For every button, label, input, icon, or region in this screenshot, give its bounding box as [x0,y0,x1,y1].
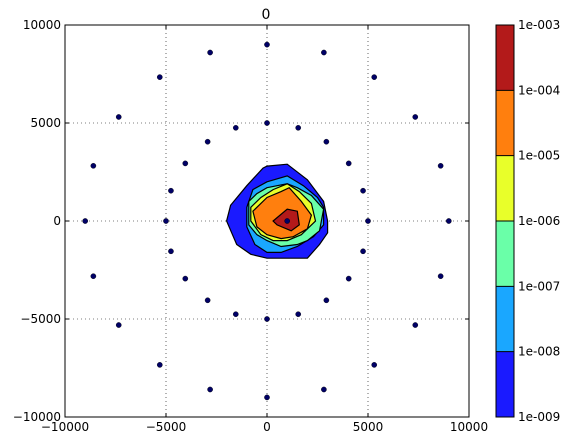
axis-ticks: −10000 −5000 0 5000 10000 −10000 −5000 0 5000 100… [13,18,488,434]
x-tick-label: −5000 [146,420,187,434]
scatter-point [371,362,378,368]
scatter-point [168,187,174,194]
x-tick-label: −10000 [41,420,89,434]
colorbar-tick-label: 1e-007 [518,279,560,293]
colorbar-band [496,25,514,91]
x-tick-label: 10000 [450,420,488,434]
scatter-point [360,248,366,255]
scatter-point [168,248,174,255]
contour-fills [225,163,329,259]
scatter-point [345,275,352,282]
scatter-point [90,163,97,169]
scatter-point [115,114,122,120]
colorbar-tick-label: 1e-003 [518,18,560,32]
colorbar-band [496,90,514,156]
scatter-point [437,163,444,169]
colorbar: 1e-009 1e-008 1e-007 1e-006 1e-005 1e-004 1e-0… [495,18,560,424]
scatter-point [321,386,327,393]
colorbar-band [496,351,514,417]
scatter-point [264,120,270,126]
colorbar-tick-label: 1e-004 [518,83,560,97]
colorbar-band [496,155,514,221]
x-tick-label: 5000 [353,420,384,434]
scatter-point [264,316,270,322]
scatter-point [323,138,330,145]
colorbar-band [496,286,514,352]
scatter-point [204,138,211,145]
scatter-point [360,187,366,194]
scatter-point [295,311,302,317]
scatter-point [204,297,211,304]
x-tick-label: 0 [263,420,271,434]
scatter-point [156,74,163,80]
scatter-point [437,273,444,279]
plot-area: −10000 −5000 0 5000 10000 −10000 −5000 0 5000 100… [13,18,488,434]
colorbar-tick-label: 1e-005 [518,149,560,163]
scatter-point [182,275,189,282]
scatter-point [163,218,169,224]
scatter-points [82,41,452,401]
scatter-point [365,218,371,224]
chart-title: 0 [262,7,271,23]
scatter-point [445,218,452,224]
scatter-point [264,41,270,48]
scatter-point [284,218,291,224]
y-tick-label: −10000 [13,410,61,424]
colorbar-tick-label: 1e-009 [518,410,560,424]
scatter-point [345,160,352,167]
scatter-point [323,297,330,304]
scatter-point [295,125,302,131]
y-tick-label: −5000 [20,312,61,326]
scatter-point [412,322,419,328]
scatter-point [264,394,270,401]
y-tick-label: 0 [53,214,61,228]
scatter-point [412,114,419,120]
colorbar-tick-label: 1e-008 [518,345,560,359]
scatter-point [232,125,239,131]
scatter-point [207,386,213,393]
colorbar-ticks: 1e-009 1e-008 1e-007 1e-006 1e-005 1e-004 1e-0… [496,18,560,424]
scatter-point [371,74,378,80]
scatter-point [321,49,327,56]
y-tick-label: 10000 [23,18,61,32]
colorbar-bands [496,25,514,417]
scatter-point [182,160,189,167]
colorbar-band [496,221,514,287]
colorbar-tick-label: 1e-006 [518,214,560,228]
y-tick-label: 5000 [30,116,61,130]
scatter-point [115,322,122,328]
scatter-point [82,218,88,224]
scatter-point [90,273,97,279]
scatter-point [156,362,163,368]
scatter-point [207,49,213,56]
scatter-point [232,311,239,317]
